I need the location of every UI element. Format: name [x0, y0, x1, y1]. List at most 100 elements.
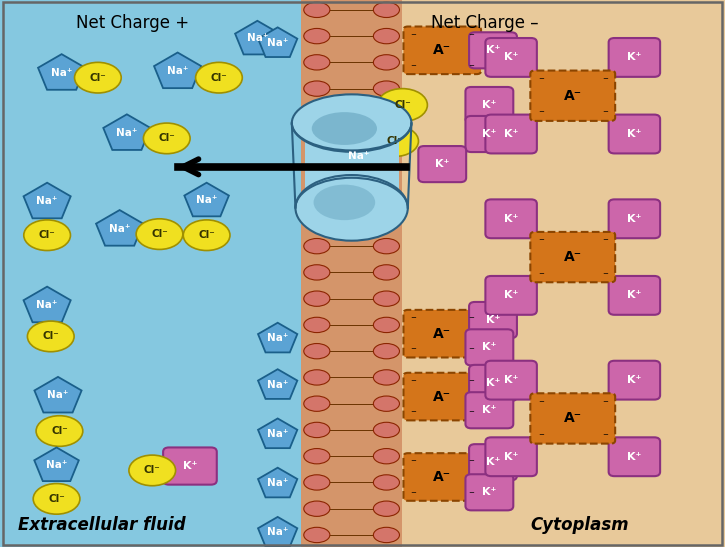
FancyBboxPatch shape [404, 310, 481, 358]
Polygon shape [34, 377, 82, 412]
Ellipse shape [312, 112, 377, 145]
Ellipse shape [304, 527, 330, 543]
Text: K⁺: K⁺ [482, 100, 497, 110]
Ellipse shape [373, 317, 399, 333]
Text: Cl⁻: Cl⁻ [89, 73, 107, 83]
Ellipse shape [304, 370, 330, 385]
Polygon shape [38, 54, 86, 90]
Ellipse shape [144, 123, 190, 154]
Bar [304, 123, 399, 208]
Ellipse shape [24, 220, 70, 251]
Text: −: − [538, 432, 544, 438]
Text: −: − [602, 432, 608, 438]
Ellipse shape [373, 2, 399, 18]
FancyBboxPatch shape [469, 365, 517, 401]
Text: K⁺: K⁺ [627, 129, 642, 139]
Text: K⁺: K⁺ [627, 452, 642, 462]
Text: Cl⁻: Cl⁻ [42, 331, 59, 341]
Ellipse shape [75, 62, 121, 93]
Text: Cl⁻: Cl⁻ [144, 465, 161, 475]
Text: Na⁺: Na⁺ [267, 478, 289, 488]
Text: Na⁺: Na⁺ [247, 33, 268, 43]
Text: −: − [468, 490, 474, 496]
Ellipse shape [373, 396, 399, 411]
Text: Na⁺: Na⁺ [51, 68, 72, 78]
Text: Na⁺: Na⁺ [267, 333, 289, 343]
Ellipse shape [36, 416, 83, 446]
Text: −: − [410, 490, 416, 496]
FancyBboxPatch shape [530, 232, 615, 282]
Ellipse shape [304, 449, 330, 464]
Ellipse shape [373, 265, 399, 280]
Text: Na⁺: Na⁺ [267, 38, 289, 48]
Text: Na⁺: Na⁺ [267, 527, 289, 537]
Text: K⁺: K⁺ [627, 214, 642, 224]
Text: −: − [410, 315, 416, 321]
Text: Cl⁻: Cl⁻ [210, 73, 228, 83]
Text: K⁺: K⁺ [486, 378, 500, 388]
Ellipse shape [373, 81, 399, 96]
Text: K⁺: K⁺ [486, 457, 500, 467]
Text: K⁺: K⁺ [435, 159, 450, 169]
Text: Cytoplasm: Cytoplasm [531, 516, 629, 534]
Text: Na⁺: Na⁺ [267, 429, 289, 439]
Text: −: − [468, 409, 474, 415]
Polygon shape [154, 53, 202, 88]
Ellipse shape [291, 96, 412, 150]
Ellipse shape [296, 178, 407, 238]
Ellipse shape [373, 422, 399, 438]
Bar [0, 0, 301, 547]
Ellipse shape [313, 185, 376, 220]
Ellipse shape [372, 126, 418, 156]
Ellipse shape [129, 455, 175, 486]
Polygon shape [258, 27, 297, 57]
Text: K⁺: K⁺ [486, 315, 500, 325]
FancyBboxPatch shape [465, 87, 513, 123]
Text: Net Charge –: Net Charge – [431, 14, 539, 32]
Text: −: − [410, 346, 416, 352]
Text: −: − [410, 458, 416, 464]
Text: Na⁺: Na⁺ [167, 66, 188, 76]
Ellipse shape [304, 238, 330, 254]
Text: −: − [410, 409, 416, 415]
Text: Na⁺: Na⁺ [36, 196, 58, 206]
Text: Cl⁻: Cl⁻ [151, 229, 168, 239]
Polygon shape [23, 287, 71, 322]
Text: Na⁺: Na⁺ [116, 128, 138, 138]
Text: K⁺: K⁺ [504, 53, 518, 62]
Polygon shape [258, 369, 297, 399]
Text: K⁺: K⁺ [627, 375, 642, 385]
Ellipse shape [304, 28, 330, 44]
Text: A⁻: A⁻ [434, 43, 451, 57]
Text: Cl⁻: Cl⁻ [48, 494, 65, 504]
FancyBboxPatch shape [418, 146, 466, 182]
Ellipse shape [373, 344, 399, 359]
Text: −: − [602, 109, 608, 115]
Polygon shape [34, 447, 79, 481]
Text: K⁺: K⁺ [183, 461, 197, 471]
FancyBboxPatch shape [486, 276, 536, 315]
Text: −: − [602, 237, 608, 243]
FancyBboxPatch shape [465, 329, 513, 365]
FancyBboxPatch shape [609, 361, 660, 399]
Text: K⁺: K⁺ [504, 375, 518, 385]
Text: K⁺: K⁺ [627, 53, 642, 62]
FancyBboxPatch shape [404, 26, 481, 74]
Text: A⁻: A⁻ [434, 389, 451, 404]
Polygon shape [96, 210, 144, 246]
Ellipse shape [304, 344, 330, 359]
Text: −: − [410, 32, 416, 38]
Text: Na⁺: Na⁺ [196, 195, 217, 205]
FancyBboxPatch shape [486, 438, 536, 476]
Text: −: − [410, 378, 416, 384]
Ellipse shape [291, 94, 412, 152]
FancyBboxPatch shape [469, 32, 517, 68]
Polygon shape [103, 114, 151, 150]
Polygon shape [258, 323, 297, 352]
Ellipse shape [304, 55, 330, 70]
FancyBboxPatch shape [404, 373, 481, 420]
Text: Cl⁻: Cl⁻ [394, 100, 411, 110]
Text: −: − [410, 63, 416, 69]
Text: K⁺: K⁺ [482, 487, 497, 497]
Text: K⁺: K⁺ [482, 405, 497, 415]
